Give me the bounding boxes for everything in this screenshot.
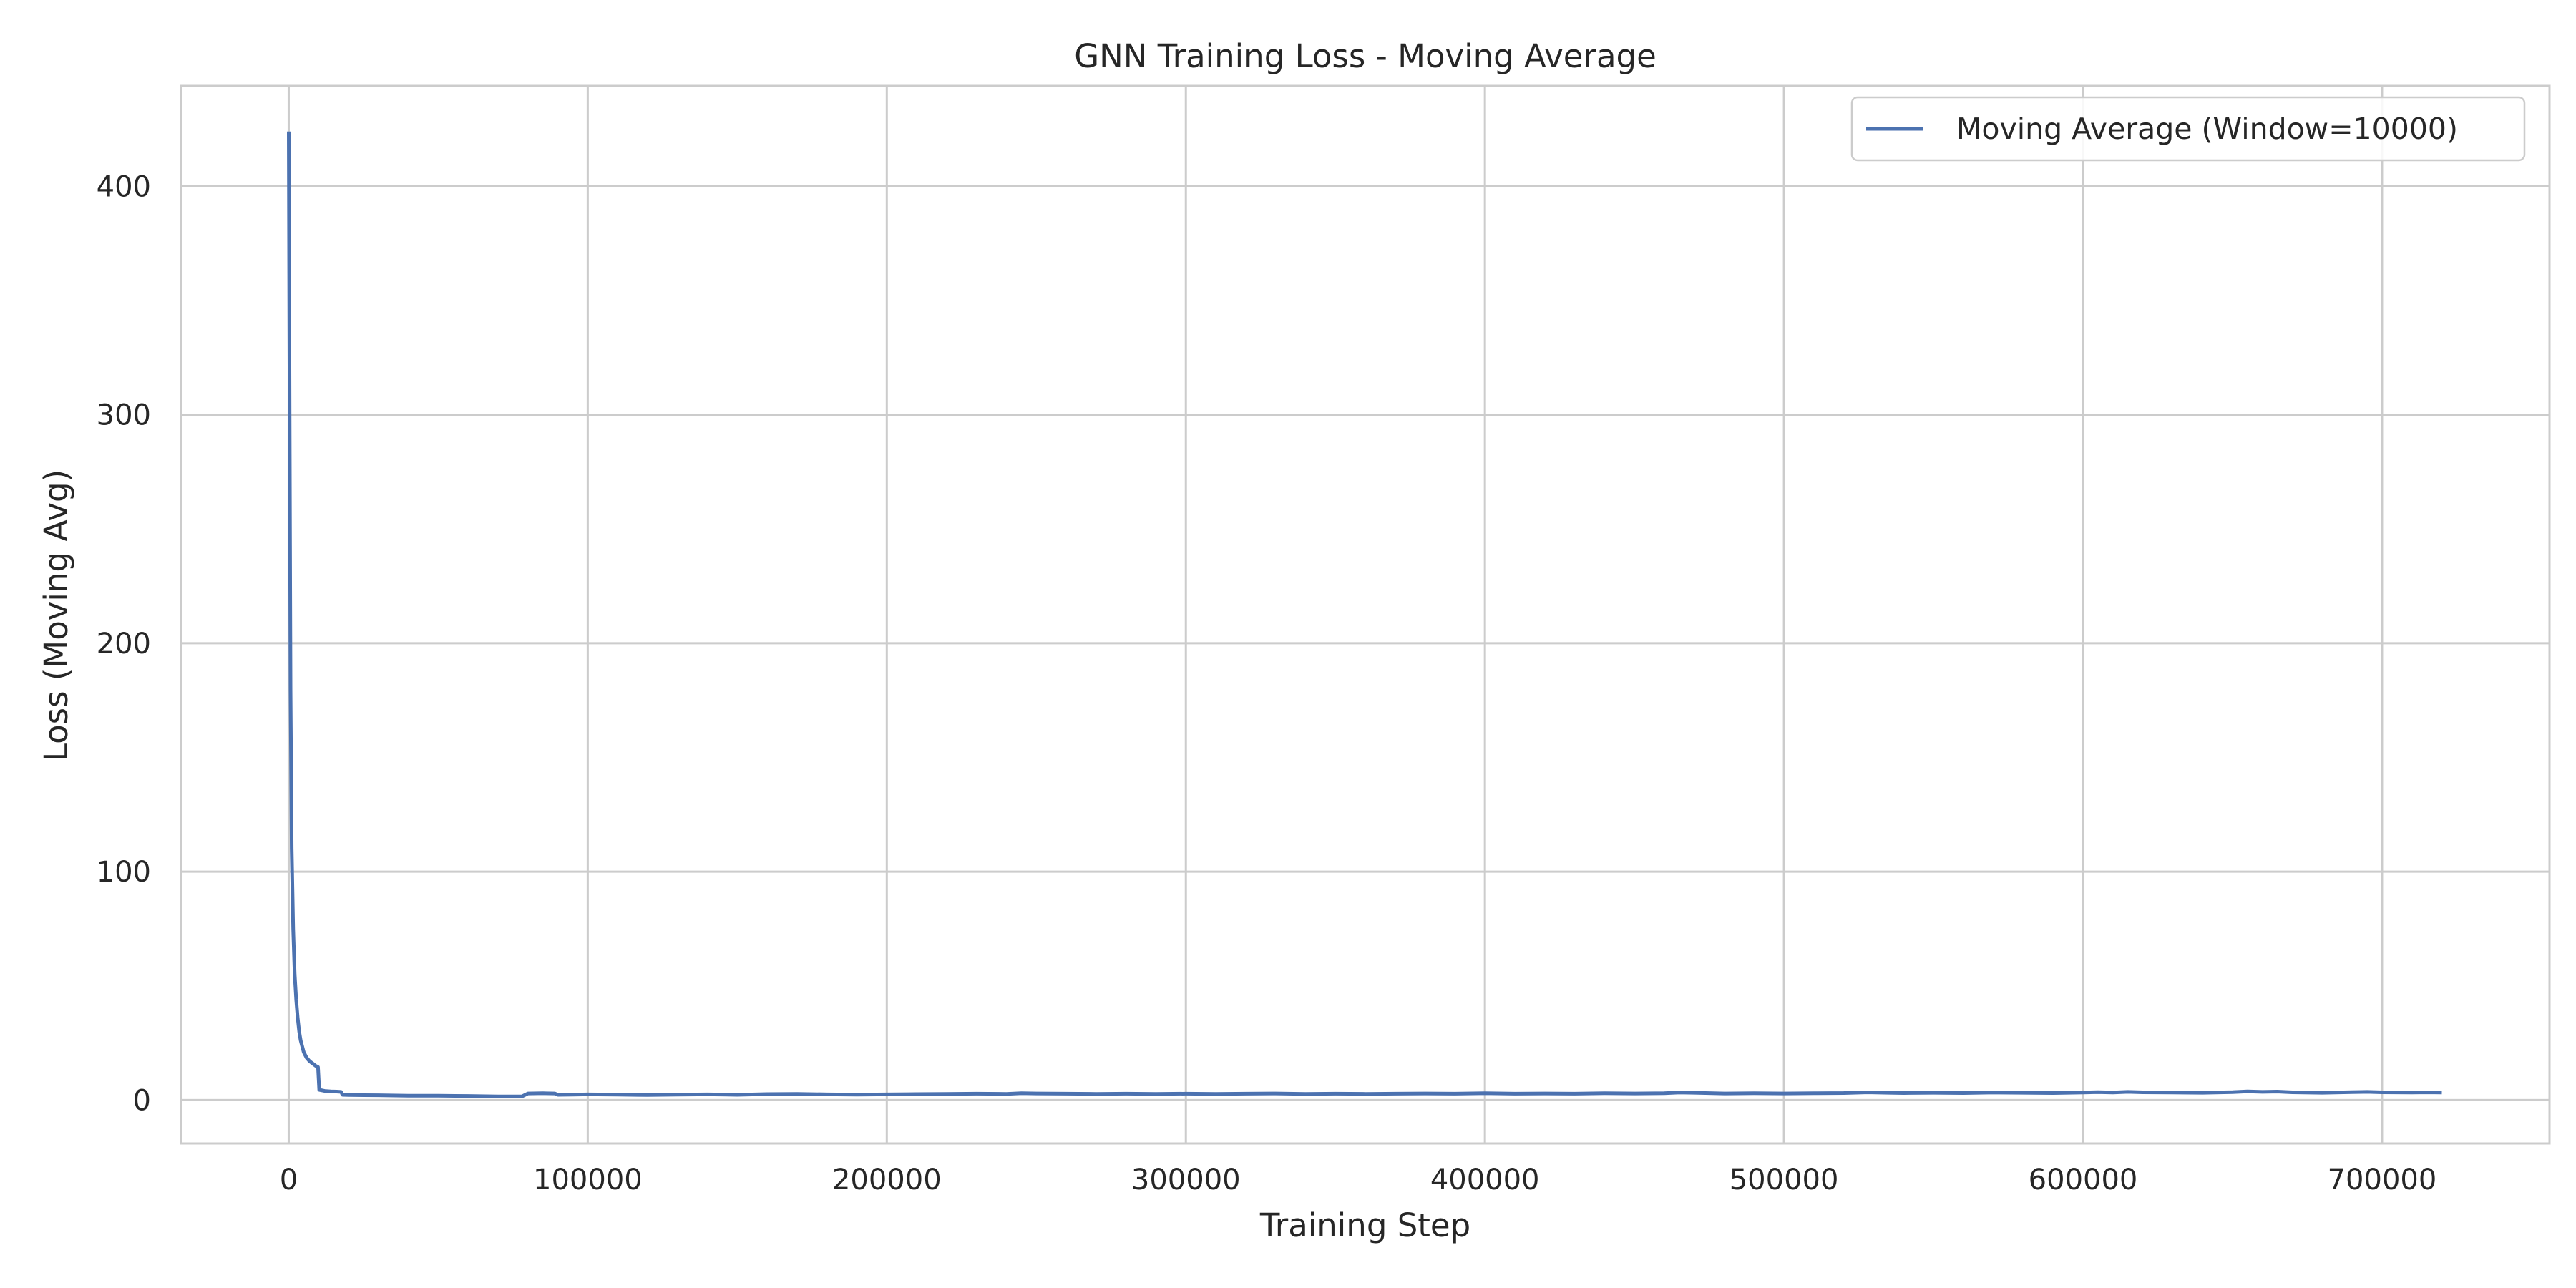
series-line bbox=[287, 131, 2442, 1098]
chart-title: GNN Training Loss - Moving Average bbox=[1074, 37, 1657, 75]
x-tick-label: 200000 bbox=[832, 1163, 942, 1196]
y-tick-label: 200 bbox=[97, 628, 151, 660]
x-axis-label: Training Step bbox=[1259, 1206, 1470, 1244]
legend-label: Moving Average (Window=10000) bbox=[1956, 112, 2458, 146]
x-axis-ticks: 0 100000 200000 300000 400000 500000 600000 700… bbox=[280, 1163, 2437, 1196]
y-axis-label: Loss (Moving Avg) bbox=[37, 469, 75, 761]
axes-frame bbox=[180, 84, 2551, 1145]
x-tick-label: 100000 bbox=[533, 1163, 643, 1196]
x-tick-label: 0 bbox=[280, 1163, 298, 1196]
legend: Moving Average (Window=10000) bbox=[1850, 96, 2526, 162]
y-tick-label: 100 bbox=[97, 856, 151, 889]
x-tick-label: 400000 bbox=[1430, 1163, 1540, 1196]
x-tick-label: 600000 bbox=[2029, 1163, 2138, 1196]
y-tick-label: 400 bbox=[97, 170, 151, 203]
y-tick-label: 300 bbox=[97, 399, 151, 432]
x-tick-label: 700000 bbox=[2328, 1163, 2437, 1196]
x-tick-label: 500000 bbox=[1729, 1163, 1839, 1196]
x-tick-label: 300000 bbox=[1131, 1163, 1241, 1196]
plot-area bbox=[287, 131, 2442, 1098]
y-tick-label: 0 bbox=[133, 1084, 151, 1117]
grid bbox=[181, 86, 2550, 1143]
y-axis-ticks: 0 100 200 300 400 bbox=[97, 170, 151, 1117]
legend-box bbox=[1850, 96, 2526, 162]
